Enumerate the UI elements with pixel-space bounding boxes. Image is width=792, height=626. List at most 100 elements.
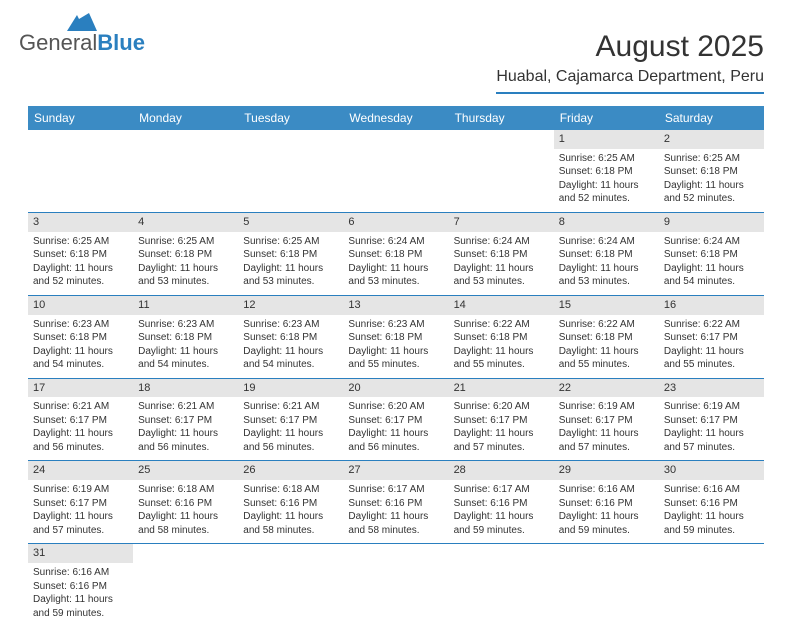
- sunrise: Sunrise: 6:23 AM: [33, 318, 128, 332]
- header: GeneralBlue August 2025 Huabal, Cajamarc…: [28, 30, 764, 94]
- sunset: Sunset: 6:18 PM: [559, 165, 654, 179]
- day-number: 28: [449, 461, 554, 480]
- daylight: Daylight: 11 hours and 59 minutes.: [454, 510, 549, 537]
- day-cell: Sunrise: 6:23 AMSunset: 6:18 PMDaylight:…: [133, 315, 238, 379]
- sunrise: Sunrise: 6:22 AM: [559, 318, 654, 332]
- sunrise: Sunrise: 6:17 AM: [348, 483, 443, 497]
- day-header: Monday: [133, 106, 238, 130]
- day-cell: Sunrise: 6:24 AMSunset: 6:18 PMDaylight:…: [659, 232, 764, 296]
- day-number: [554, 544, 659, 563]
- sunrise: Sunrise: 6:21 AM: [33, 400, 128, 414]
- day-number: 1: [554, 130, 659, 149]
- daylight: Daylight: 11 hours and 55 minutes.: [664, 345, 759, 372]
- day-number: 9: [659, 212, 764, 231]
- day-number: 18: [133, 378, 238, 397]
- day-cell: Sunrise: 6:25 AMSunset: 6:18 PMDaylight:…: [238, 232, 343, 296]
- sunset: Sunset: 6:18 PM: [454, 331, 549, 345]
- daylight: Daylight: 11 hours and 54 minutes.: [664, 262, 759, 289]
- day-cell: Sunrise: 6:16 AMSunset: 6:16 PMDaylight:…: [28, 563, 133, 626]
- day-header: Sunday: [28, 106, 133, 130]
- day-number: 23: [659, 378, 764, 397]
- sunrise: Sunrise: 6:16 AM: [664, 483, 759, 497]
- daylight: Daylight: 11 hours and 57 minutes.: [559, 427, 654, 454]
- daylight: Daylight: 11 hours and 52 minutes.: [664, 179, 759, 206]
- sunrise: Sunrise: 6:23 AM: [138, 318, 233, 332]
- day-cell: [449, 563, 554, 626]
- sunset: Sunset: 6:18 PM: [243, 248, 338, 262]
- daylight: Daylight: 11 hours and 53 minutes.: [348, 262, 443, 289]
- day-number: 10: [28, 295, 133, 314]
- daylight: Daylight: 11 hours and 56 minutes.: [138, 427, 233, 454]
- sunrise: Sunrise: 6:25 AM: [138, 235, 233, 249]
- day-cell: [659, 563, 764, 626]
- sunset: Sunset: 6:17 PM: [664, 331, 759, 345]
- day-number: [343, 544, 448, 563]
- day-number: 12: [238, 295, 343, 314]
- day-cell: Sunrise: 6:24 AMSunset: 6:18 PMDaylight:…: [449, 232, 554, 296]
- day-number: 3: [28, 212, 133, 231]
- daylight: Daylight: 11 hours and 59 minutes.: [33, 593, 128, 620]
- day-number: [449, 544, 554, 563]
- sunrise: Sunrise: 6:25 AM: [33, 235, 128, 249]
- day-number: 4: [133, 212, 238, 231]
- day-cell: Sunrise: 6:20 AMSunset: 6:17 PMDaylight:…: [343, 397, 448, 461]
- sunset: Sunset: 6:16 PM: [243, 497, 338, 511]
- day-cell: Sunrise: 6:17 AMSunset: 6:16 PMDaylight:…: [449, 480, 554, 544]
- day-number: 27: [343, 461, 448, 480]
- sunset: Sunset: 6:18 PM: [138, 331, 233, 345]
- sunrise: Sunrise: 6:25 AM: [559, 152, 654, 166]
- day-number: [238, 130, 343, 149]
- day-number: 7: [449, 212, 554, 231]
- sunset: Sunset: 6:18 PM: [33, 331, 128, 345]
- day-cell: Sunrise: 6:25 AMSunset: 6:18 PMDaylight:…: [133, 232, 238, 296]
- day-cell: [554, 563, 659, 626]
- daylight: Daylight: 11 hours and 52 minutes.: [559, 179, 654, 206]
- location: Huabal, Cajamarca Department, Peru: [496, 68, 764, 94]
- logo-icon: [67, 11, 97, 37]
- sunrise: Sunrise: 6:24 AM: [348, 235, 443, 249]
- day-number: 31: [28, 544, 133, 563]
- sunset: Sunset: 6:17 PM: [33, 497, 128, 511]
- calendar-head: SundayMondayTuesdayWednesdayThursdayFrid…: [28, 106, 764, 130]
- day-number: 21: [449, 378, 554, 397]
- day-number: [28, 130, 133, 149]
- sunset: Sunset: 6:18 PM: [664, 165, 759, 179]
- sunset: Sunset: 6:18 PM: [138, 248, 233, 262]
- sunrise: Sunrise: 6:24 AM: [454, 235, 549, 249]
- logo-text-blue: Blue: [97, 30, 145, 56]
- day-number: [238, 544, 343, 563]
- day-number: [659, 544, 764, 563]
- day-cell: Sunrise: 6:16 AMSunset: 6:16 PMDaylight:…: [659, 480, 764, 544]
- day-cell: [449, 149, 554, 213]
- day-cell: [238, 563, 343, 626]
- day-cell: Sunrise: 6:17 AMSunset: 6:16 PMDaylight:…: [343, 480, 448, 544]
- sunset: Sunset: 6:17 PM: [348, 414, 443, 428]
- sunset: Sunset: 6:16 PM: [559, 497, 654, 511]
- sunset: Sunset: 6:17 PM: [454, 414, 549, 428]
- day-cell: [343, 563, 448, 626]
- daylight: Daylight: 11 hours and 53 minutes.: [243, 262, 338, 289]
- day-cell: Sunrise: 6:23 AMSunset: 6:18 PMDaylight:…: [238, 315, 343, 379]
- sunrise: Sunrise: 6:21 AM: [243, 400, 338, 414]
- sunset: Sunset: 6:18 PM: [348, 248, 443, 262]
- sunset: Sunset: 6:16 PM: [138, 497, 233, 511]
- sunrise: Sunrise: 6:21 AM: [138, 400, 233, 414]
- day-cell: Sunrise: 6:19 AMSunset: 6:17 PMDaylight:…: [554, 397, 659, 461]
- day-cell: [238, 149, 343, 213]
- day-cell: Sunrise: 6:24 AMSunset: 6:18 PMDaylight:…: [343, 232, 448, 296]
- sunset: Sunset: 6:18 PM: [559, 248, 654, 262]
- daylight: Daylight: 11 hours and 58 minutes.: [243, 510, 338, 537]
- day-number: [449, 130, 554, 149]
- day-cell: Sunrise: 6:19 AMSunset: 6:17 PMDaylight:…: [28, 480, 133, 544]
- sunrise: Sunrise: 6:18 AM: [138, 483, 233, 497]
- sunrise: Sunrise: 6:19 AM: [33, 483, 128, 497]
- sunset: Sunset: 6:17 PM: [243, 414, 338, 428]
- day-cell: [28, 149, 133, 213]
- sunrise: Sunrise: 6:24 AM: [559, 235, 654, 249]
- daylight: Daylight: 11 hours and 57 minutes.: [454, 427, 549, 454]
- day-cell: Sunrise: 6:23 AMSunset: 6:18 PMDaylight:…: [343, 315, 448, 379]
- daylight: Daylight: 11 hours and 58 minutes.: [348, 510, 443, 537]
- calendar-body: 12Sunrise: 6:25 AMSunset: 6:18 PMDayligh…: [28, 130, 764, 626]
- day-number: [343, 130, 448, 149]
- month-title: August 2025: [496, 30, 764, 64]
